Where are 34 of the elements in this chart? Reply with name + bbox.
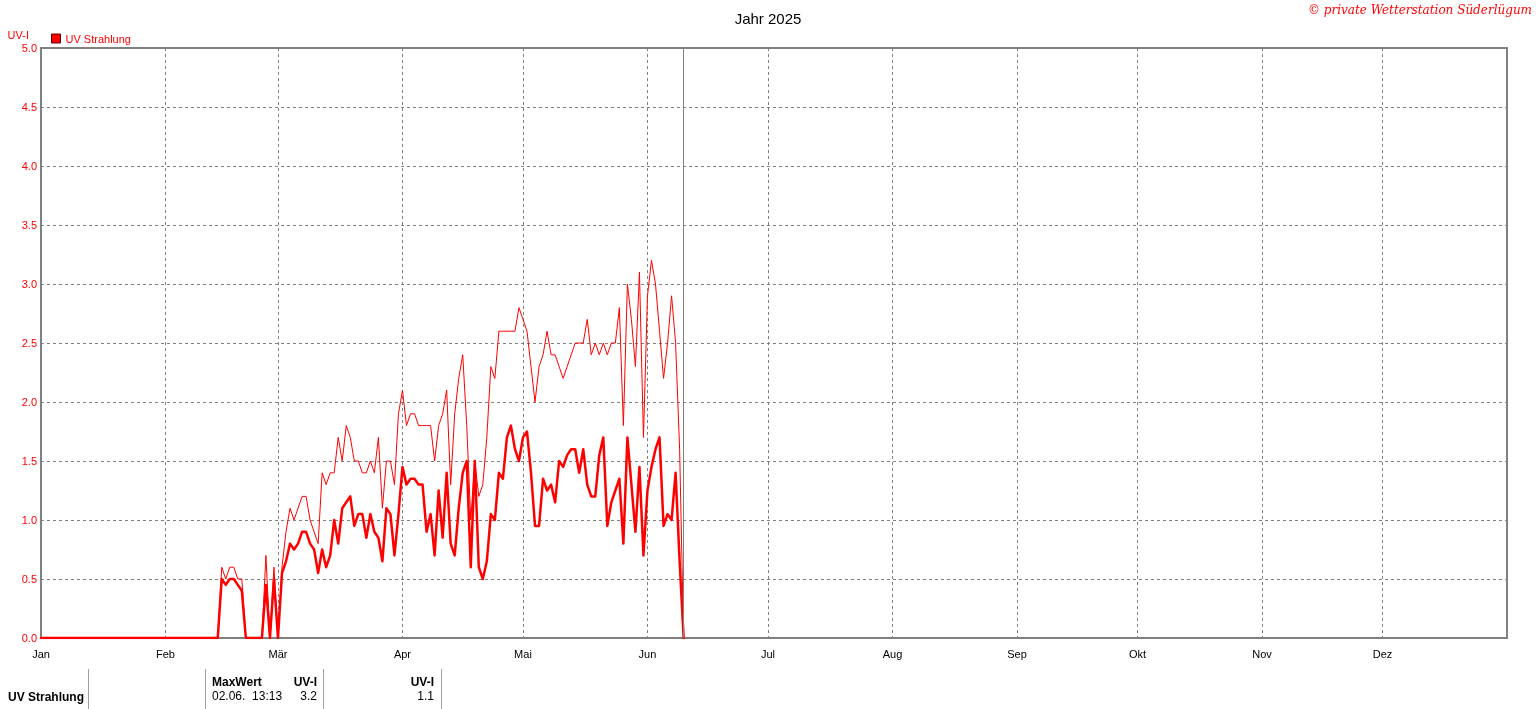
y-tick-label: 1.0 bbox=[21, 514, 37, 526]
y-tick-label: 4.0 bbox=[21, 160, 37, 172]
text: 02.06. 13:13 bbox=[212, 689, 283, 703]
y-tick-label: 2.5 bbox=[21, 337, 37, 349]
x-tick-label: Jul bbox=[760, 647, 776, 660]
x-tick-label: Okt bbox=[1128, 647, 1147, 660]
y-tick-label: 3.0 bbox=[21, 278, 37, 290]
y-tick-label: 4.5 bbox=[21, 101, 37, 113]
text: 1.1 bbox=[417, 689, 434, 703]
text: UV Strahlung bbox=[8, 690, 85, 704]
x-tick-label: Sep bbox=[1007, 647, 1027, 660]
y-tick-label: 2.0 bbox=[21, 396, 37, 408]
y-tick-label: 3.5 bbox=[21, 219, 37, 231]
x-tick-label: Apr bbox=[393, 647, 412, 660]
legend-label: UV Strahlung bbox=[65, 32, 131, 45]
text: MaxWert bbox=[212, 675, 262, 689]
y-axis-title: UV-I bbox=[7, 28, 29, 41]
y-tick-label: 5.0 bbox=[21, 42, 37, 54]
chart-title: Jahr 2025 bbox=[734, 10, 802, 27]
y-tick-label: 1.5 bbox=[21, 455, 37, 467]
text: 3.2 bbox=[300, 689, 317, 703]
x-tick-label: Mär bbox=[268, 647, 288, 660]
x-tick-label: Mai bbox=[514, 647, 532, 660]
x-tick-label: Aug bbox=[882, 647, 903, 660]
x-tick-label: Dez bbox=[1372, 647, 1393, 660]
text: UV-I bbox=[410, 675, 434, 689]
x-tick-label: Nov bbox=[1252, 647, 1273, 660]
y-tick-label: 0.5 bbox=[21, 573, 37, 585]
x-tick-label: Jan bbox=[32, 647, 50, 660]
x-tick-label: Feb bbox=[156, 647, 175, 660]
text: UV-I bbox=[293, 675, 317, 689]
x-tick-label: Jun bbox=[638, 647, 657, 660]
y-tick-label: 0.0 bbox=[21, 632, 37, 644]
text: © private Wetterstation Süderlügum bbox=[1307, 3, 1532, 17]
